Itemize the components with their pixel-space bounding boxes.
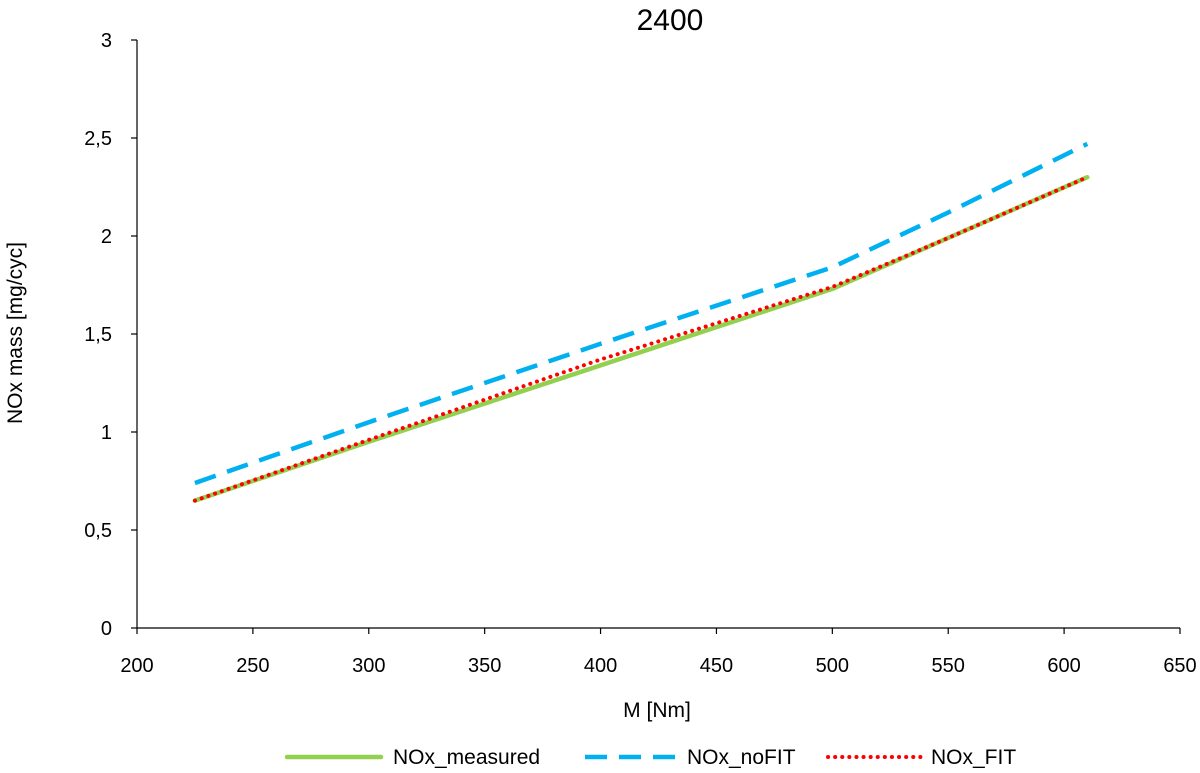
x-tick-label: 600 — [1047, 655, 1080, 677]
y-tick-label: 3 — [101, 30, 112, 52]
y-tick-label: 0,5 — [84, 520, 112, 542]
legend-label-nox-measured: NOx_measured — [393, 746, 540, 769]
x-tick-label: 300 — [352, 655, 385, 677]
x-tick-label: 400 — [584, 655, 617, 677]
x-tick-label: 550 — [932, 655, 965, 677]
x-tick-label: 200 — [120, 655, 153, 677]
y-tick-label: 2 — [101, 226, 112, 248]
x-axis-label: M [Nm] — [623, 699, 691, 722]
legend-label-nox-fit: NOx_FIT — [931, 746, 1016, 769]
legend: NOx_measured NOx_noFIT NOx_FIT — [284, 746, 1016, 769]
x-tick-label: 650 — [1163, 655, 1196, 677]
axes — [136, 40, 1180, 629]
x-tick-label: 350 — [468, 655, 501, 677]
y-tick-label: 0 — [101, 618, 112, 640]
x-axis-ticks: 200 250 300 350 400 450 500 550 600 650 — [120, 628, 1197, 677]
y-axis-ticks: 0 0,5 1 1,5 2 2,5 3 — [84, 30, 137, 640]
x-tick-label: 250 — [236, 655, 269, 677]
x-tick-label: 500 — [816, 655, 849, 677]
x-tick-label: 450 — [700, 655, 733, 677]
series-layer — [192, 141, 1090, 503]
series-line-nox-fit — [192, 175, 1090, 503]
legend-label-nox-nofit: NOx_noFIT — [687, 746, 796, 769]
y-tick-label: 1 — [101, 422, 112, 444]
y-axis-label: NOx mass [mg/cyc] — [4, 242, 27, 424]
y-tick-label: 1,5 — [84, 324, 112, 346]
y-tick-label: 2,5 — [84, 128, 112, 150]
chart-title: 2400 — [637, 4, 704, 37]
series-line-nox-nofit — [194, 141, 1089, 486]
